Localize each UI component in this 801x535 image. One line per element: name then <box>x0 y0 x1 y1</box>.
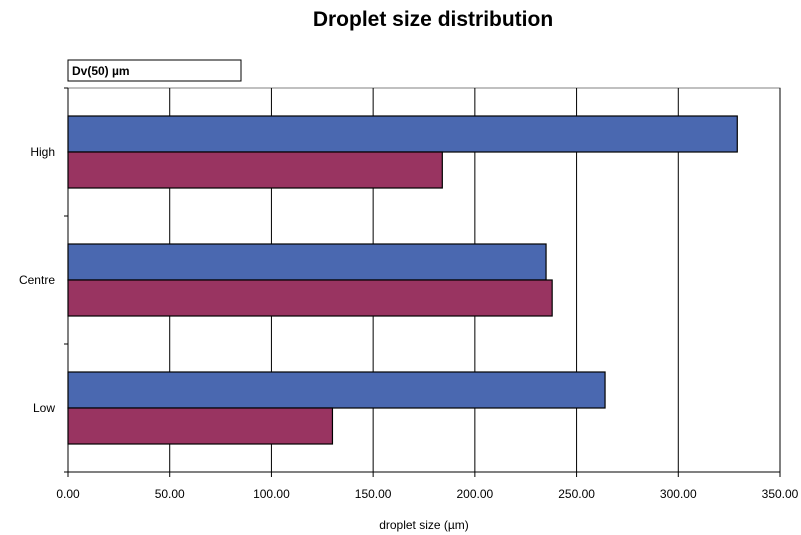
bar-low-series-1 <box>67 371 606 409</box>
labels: 0.00 50.00 100.00 150.00 200.00 250.00 300.00 3… <box>19 145 799 501</box>
y-tick-label: Centre <box>19 273 55 287</box>
x-tick-label: 250.00 <box>558 487 595 501</box>
bar-centre-series-1 <box>67 243 547 281</box>
x-tick-label: 150.00 <box>355 487 392 501</box>
x-tick-label: 300.00 <box>660 487 697 501</box>
bar-centre-series-2 <box>67 279 553 317</box>
y-tick-label: High <box>30 145 55 159</box>
dv50-box: Dv(50) µm <box>67 59 242 82</box>
bar-high-series-2 <box>67 151 443 189</box>
x-tick-label: 100.00 <box>253 487 290 501</box>
bar-low-series-2 <box>67 407 334 445</box>
axes <box>64 87 781 477</box>
dv50-label: Dv(50) µm <box>72 64 130 78</box>
x-tick-label: 0.00 <box>56 487 80 501</box>
bar-high-series-1 <box>67 115 738 153</box>
y-tick-label: Low <box>33 401 55 415</box>
x-tick-label: 200.00 <box>457 487 494 501</box>
x-tick-label: 350.00 <box>762 487 799 501</box>
x-axis-label: droplet size (µm) <box>379 518 469 532</box>
x-tick-label: 50.00 <box>155 487 185 501</box>
chart-title: Droplet size distribution <box>312 8 554 31</box>
bars <box>67 115 738 445</box>
